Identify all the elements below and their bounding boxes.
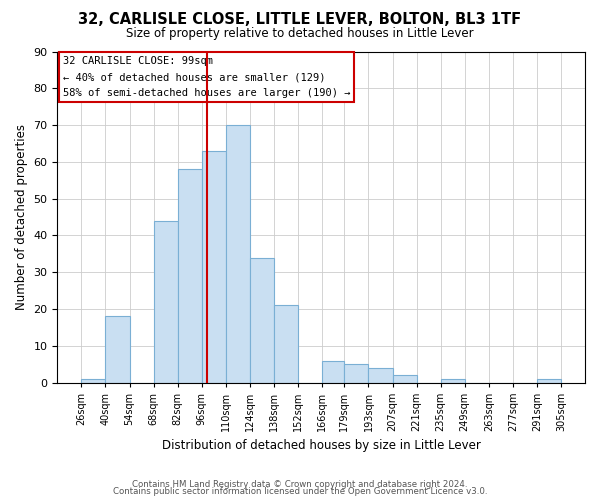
X-axis label: Distribution of detached houses by size in Little Lever: Distribution of detached houses by size … xyxy=(162,440,481,452)
Bar xyxy=(154,220,178,382)
Bar xyxy=(392,376,416,382)
Bar xyxy=(537,379,561,382)
Bar xyxy=(106,316,130,382)
Bar xyxy=(226,125,250,382)
Bar xyxy=(368,368,392,382)
Bar xyxy=(178,169,202,382)
Text: Contains HM Land Registry data © Crown copyright and database right 2024.: Contains HM Land Registry data © Crown c… xyxy=(132,480,468,489)
Bar xyxy=(202,151,226,382)
Text: Size of property relative to detached houses in Little Lever: Size of property relative to detached ho… xyxy=(126,28,474,40)
Bar xyxy=(82,379,106,382)
Text: Contains public sector information licensed under the Open Government Licence v3: Contains public sector information licen… xyxy=(113,487,487,496)
Bar xyxy=(250,258,274,382)
Text: 32, CARLISLE CLOSE, LITTLE LEVER, BOLTON, BL3 1TF: 32, CARLISLE CLOSE, LITTLE LEVER, BOLTON… xyxy=(79,12,521,28)
Bar xyxy=(274,306,298,382)
Bar xyxy=(322,360,344,382)
Text: 32 CARLISLE CLOSE: 99sqm
← 40% of detached houses are smaller (129)
58% of semi-: 32 CARLISLE CLOSE: 99sqm ← 40% of detach… xyxy=(62,56,350,98)
Bar xyxy=(344,364,368,382)
Y-axis label: Number of detached properties: Number of detached properties xyxy=(15,124,28,310)
Bar xyxy=(440,379,465,382)
